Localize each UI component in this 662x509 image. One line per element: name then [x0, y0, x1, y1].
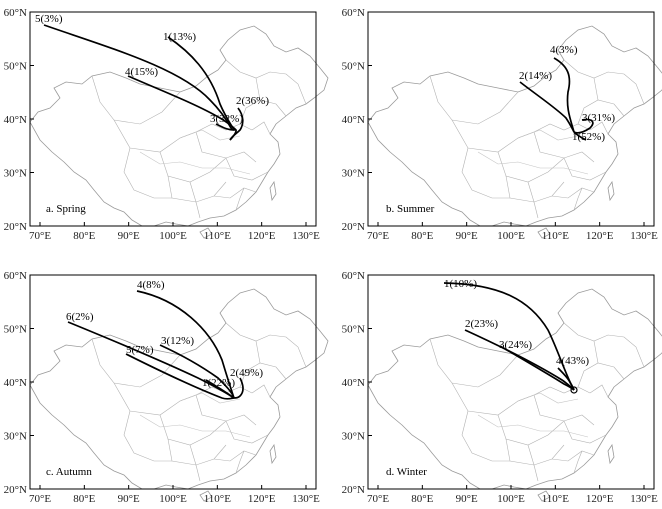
traj-summer-2 [519, 81, 575, 133]
y-tick-label: 30°N [342, 431, 365, 443]
traj-label: 3(32%) [210, 113, 243, 125]
panel-caption: c. Autumn [46, 466, 92, 478]
panel-caption: a. Spring [46, 203, 86, 215]
traj-label: 5(7%) [126, 344, 154, 356]
x-tick-label: 80°E [73, 230, 95, 242]
x-tick-label: 80°E [411, 493, 433, 505]
x-tick-label: 70°E [367, 493, 389, 505]
y-tick-label: 60°N [4, 270, 27, 282]
traj-label: 4(3%) [550, 44, 578, 56]
panel-spring: 5(3%) 1(13%) 4(15%) 2(36%) 3(32%) a. Spr… [29, 11, 329, 239]
x-tick-label: 110°E [204, 230, 231, 242]
y-tick-label: 20°N [4, 221, 27, 233]
x-tick-label: 70°E [29, 230, 51, 242]
x-tick-label: 110°E [542, 230, 569, 242]
x-tick-label: 120°E [248, 230, 276, 242]
x-tick-label: 80°E [411, 230, 433, 242]
x-tick-label: 130°E [292, 230, 320, 242]
y-tick-label: 40°N [4, 377, 27, 389]
traj-label: 2(49%) [230, 367, 263, 379]
panel-caption: d. Winter [386, 466, 427, 478]
x-tick-label: 120°E [586, 493, 614, 505]
x-tick-label: 100°E [497, 493, 525, 505]
winter-source-marker [570, 386, 578, 394]
x-tick-label: 130°E [630, 230, 658, 242]
x-tick-label: 120°E [586, 230, 614, 242]
y-tick-label: 40°N [4, 114, 27, 126]
y-tick-label: 50°N [4, 61, 27, 73]
y-tick-label: 30°N [4, 431, 27, 443]
traj-label: 2(23%) [465, 318, 498, 330]
x-tick-label: 130°E [630, 493, 658, 505]
x-tick-label: 70°E [367, 230, 389, 242]
y-tick-label: 20°N [342, 484, 365, 496]
y-tick-label: 60°N [4, 7, 27, 19]
traj-label: 1(13%) [163, 31, 196, 43]
traj-autumn-5 [125, 353, 235, 400]
traj-winter-3 [499, 345, 575, 391]
y-tick-label: 40°N [342, 377, 365, 389]
traj-label: 4(8%) [137, 279, 165, 291]
y-tick-label: 30°N [4, 168, 27, 180]
y-tick-label: 60°N [342, 7, 365, 19]
traj-label: 6(2%) [66, 311, 94, 323]
x-tick-label: 110°E [542, 493, 569, 505]
traj-label: 1(10%) [444, 278, 477, 290]
traj-autumn-2 [233, 377, 244, 399]
x-tick-label: 100°E [159, 230, 187, 242]
y-tick-label: 50°N [342, 61, 365, 73]
traj-label: 3(24%) [499, 339, 532, 351]
x-tick-label: 90°E [456, 493, 478, 505]
traj-winter-1 [443, 282, 575, 391]
traj-summer-3 [573, 118, 594, 134]
x-tick-label: 90°E [118, 493, 140, 505]
axis-ticks: 70°E 80°E 90°E 100°E 110°E 120°E 130°E 20°N 30°N… [4, 7, 658, 505]
traj-summer-4 [553, 57, 575, 133]
traj-spring-4 [127, 75, 237, 131]
y-tick-label: 40°N [342, 114, 365, 126]
x-tick-label: 100°E [159, 493, 187, 505]
traj-label: 3(31%) [582, 112, 615, 124]
x-tick-label: 100°E [497, 230, 525, 242]
traj-label: 2(36%) [236, 95, 269, 107]
traj-autumn-3 [159, 344, 235, 399]
traj-label: 3(12%) [161, 335, 194, 347]
traj-spring-3 [215, 123, 237, 141]
y-tick-label: 30°N [342, 168, 365, 180]
traj-label: 4(43%) [556, 355, 589, 367]
traj-autumn-1 [205, 379, 235, 399]
traj-label: 4(15%) [125, 66, 158, 78]
traj-label: 1(52%) [572, 131, 605, 143]
y-tick-label: 50°N [4, 324, 27, 336]
traj-label: 5(3%) [35, 13, 63, 25]
x-tick-label: 90°E [118, 230, 140, 242]
panel-autumn: 4(8%) 6(2%) 3(12%) 5(7%) 2(49%) 1(22%) c… [29, 274, 329, 502]
panel-winter: 1(10%) 2(23%) 3(24%) 4(43%) d. Winter [367, 274, 662, 502]
x-tick-label: 120°E [248, 493, 276, 505]
traj-spring-5 [43, 24, 233, 131]
panel-caption: b. Summer [386, 203, 435, 215]
traj-autumn-4 [136, 290, 235, 399]
x-tick-label: 90°E [456, 230, 478, 242]
traj-summer-1 [573, 131, 587, 141]
x-tick-label: 70°E [29, 493, 51, 505]
y-tick-label: 60°N [342, 270, 365, 282]
traj-label: 2(14%) [519, 70, 552, 82]
panel-summer: 4(3%) 2(14%) 3(31%) 1(52%) b. Summer [367, 11, 662, 239]
traj-label: 1(22%) [202, 377, 235, 389]
x-tick-label: 80°E [73, 493, 95, 505]
y-tick-label: 20°N [342, 221, 365, 233]
x-tick-label: 130°E [292, 493, 320, 505]
y-tick-label: 20°N [4, 484, 27, 496]
x-tick-label: 110°E [204, 493, 231, 505]
y-tick-label: 50°N [342, 324, 365, 336]
